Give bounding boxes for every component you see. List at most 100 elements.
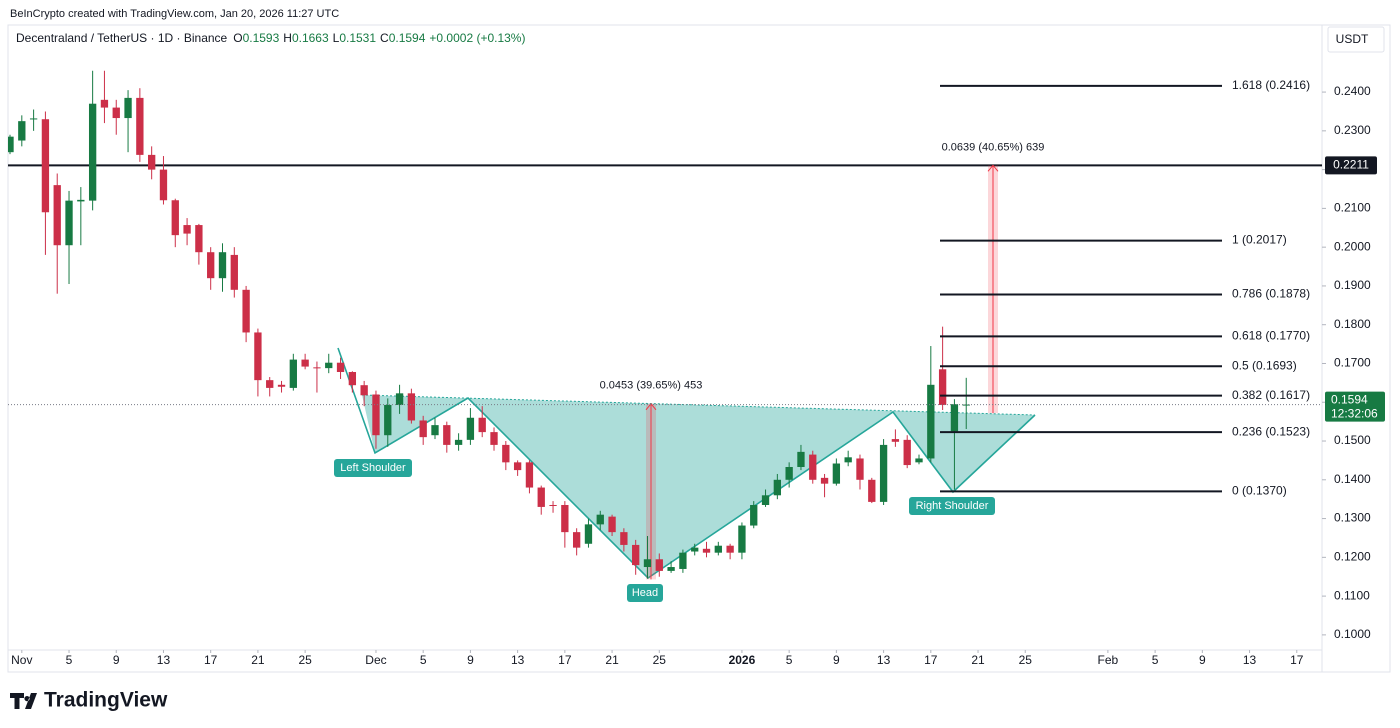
- legend-key: H: [283, 31, 292, 45]
- candle-body: [384, 404, 392, 436]
- y-tick-label: 0.1400: [1334, 472, 1371, 486]
- candle-body: [195, 225, 203, 253]
- legend: Decentraland / TetherUS · 1D · Binance O0…: [16, 31, 525, 45]
- candle-body: [289, 359, 297, 388]
- currency-box[interactable]: [1327, 26, 1385, 53]
- candle-body: [407, 393, 416, 421]
- fib-label: 0.5 (0.1693): [1232, 358, 1297, 372]
- measure-label: 0.0639 (40.65%) 639: [942, 141, 1045, 153]
- candle-body: [868, 479, 876, 502]
- legend-change: +0.0002 (+0.13%): [429, 31, 525, 45]
- candle-body: [950, 404, 959, 432]
- candle-body: [549, 504, 557, 506]
- candle-body: [325, 362, 333, 369]
- label-box: [627, 584, 663, 602]
- x-tick-label: 17: [1290, 653, 1304, 667]
- candle-body: [596, 514, 604, 525]
- level-label: 0.2211: [1333, 158, 1369, 172]
- x-tick-label: 17: [204, 653, 218, 667]
- label-box: [909, 497, 995, 515]
- y-tick-label: 0.1100: [1334, 588, 1370, 602]
- x-tick-label: 25: [653, 653, 667, 667]
- x-tick-label: 17: [558, 653, 572, 667]
- candle-body: [608, 516, 616, 533]
- candle-body: [702, 548, 711, 553]
- y-tick-label: 0.1800: [1334, 317, 1371, 331]
- candle-body: [584, 524, 593, 544]
- candle-body: [431, 425, 439, 436]
- candle-body: [53, 185, 61, 246]
- legend-value: 0.1593: [243, 31, 280, 45]
- candle-body: [773, 479, 782, 496]
- candle-body: [372, 394, 380, 436]
- candle-body: [513, 462, 522, 471]
- legend-key: L: [333, 31, 340, 45]
- logo-icon: [10, 693, 37, 709]
- candle-body: [88, 103, 97, 201]
- candle-body: [159, 169, 168, 201]
- x-tick-label: 21: [251, 653, 265, 667]
- logo: TradingView: [10, 689, 168, 712]
- pattern-label: Head: [632, 587, 658, 599]
- candle-body: [148, 154, 156, 170]
- legend-value: 0.1594: [389, 31, 426, 45]
- candle-body: [112, 107, 120, 119]
- candle-body: [136, 97, 144, 155]
- x-tick-label: 13: [511, 653, 525, 667]
- candle-body: [301, 359, 309, 367]
- candle-body: [254, 332, 262, 381]
- candle-body: [419, 420, 427, 438]
- candle-body: [915, 458, 923, 463]
- pattern-label: Left Shoulder: [340, 462, 406, 474]
- candle-body: [927, 384, 935, 459]
- candle-body: [832, 463, 841, 484]
- countdown: 12:32:06: [1331, 407, 1378, 421]
- x-tick-label: 2026: [729, 653, 756, 667]
- candle-body: [667, 567, 675, 571]
- candle-body: [466, 417, 475, 440]
- currency: USDT: [1336, 32, 1369, 46]
- fib-label: 0.786 (0.1878): [1232, 287, 1310, 301]
- candle-body: [183, 225, 191, 234]
- candle-body: [478, 417, 486, 433]
- x-tick-label: Feb: [1098, 653, 1119, 667]
- candle-body: [738, 525, 746, 553]
- candle-body: [785, 466, 793, 480]
- legend-symbol: Decentraland / TetherUS · 1D · Binance: [16, 31, 228, 45]
- candle-body: [8, 136, 14, 153]
- candle-body: [632, 544, 640, 566]
- plot: [8, 70, 1322, 580]
- brand: TradingView: [44, 689, 168, 712]
- candle-body: [348, 372, 357, 386]
- x-tick-label: 9: [833, 653, 840, 667]
- y-tick-label: 0.1900: [1334, 278, 1371, 292]
- y-tick-label: 0.2000: [1334, 239, 1371, 253]
- candle-body: [797, 451, 805, 467]
- x-tick-label: 5: [66, 653, 73, 667]
- candle-body: [620, 532, 628, 545]
- candle-body: [77, 199, 85, 202]
- candle-body: [903, 439, 911, 466]
- legend-key: O: [233, 31, 242, 45]
- measure-arrowhead: [987, 164, 999, 172]
- candle-body: [655, 559, 663, 571]
- x-tick-label: 13: [157, 653, 171, 667]
- candle-body: [218, 252, 227, 279]
- candle-body: [490, 432, 498, 445]
- x-tick-label: 5: [420, 653, 427, 667]
- candle-body: [879, 444, 888, 502]
- candle-body: [230, 254, 238, 290]
- x-tick-label: 9: [1199, 653, 1206, 667]
- candle-body: [171, 200, 179, 236]
- candle-body: [809, 454, 817, 480]
- candle-body: [18, 121, 26, 141]
- candle-body: [454, 439, 463, 445]
- x-tick-label: 9: [467, 653, 474, 667]
- fib-label: 0.382 (0.1617): [1232, 388, 1310, 402]
- x-tick-label: 17: [924, 653, 938, 667]
- candle-body: [313, 367, 321, 369]
- x-tick-label: 25: [1019, 653, 1033, 667]
- candle-body: [726, 545, 734, 553]
- pattern-fill: [362, 395, 1035, 578]
